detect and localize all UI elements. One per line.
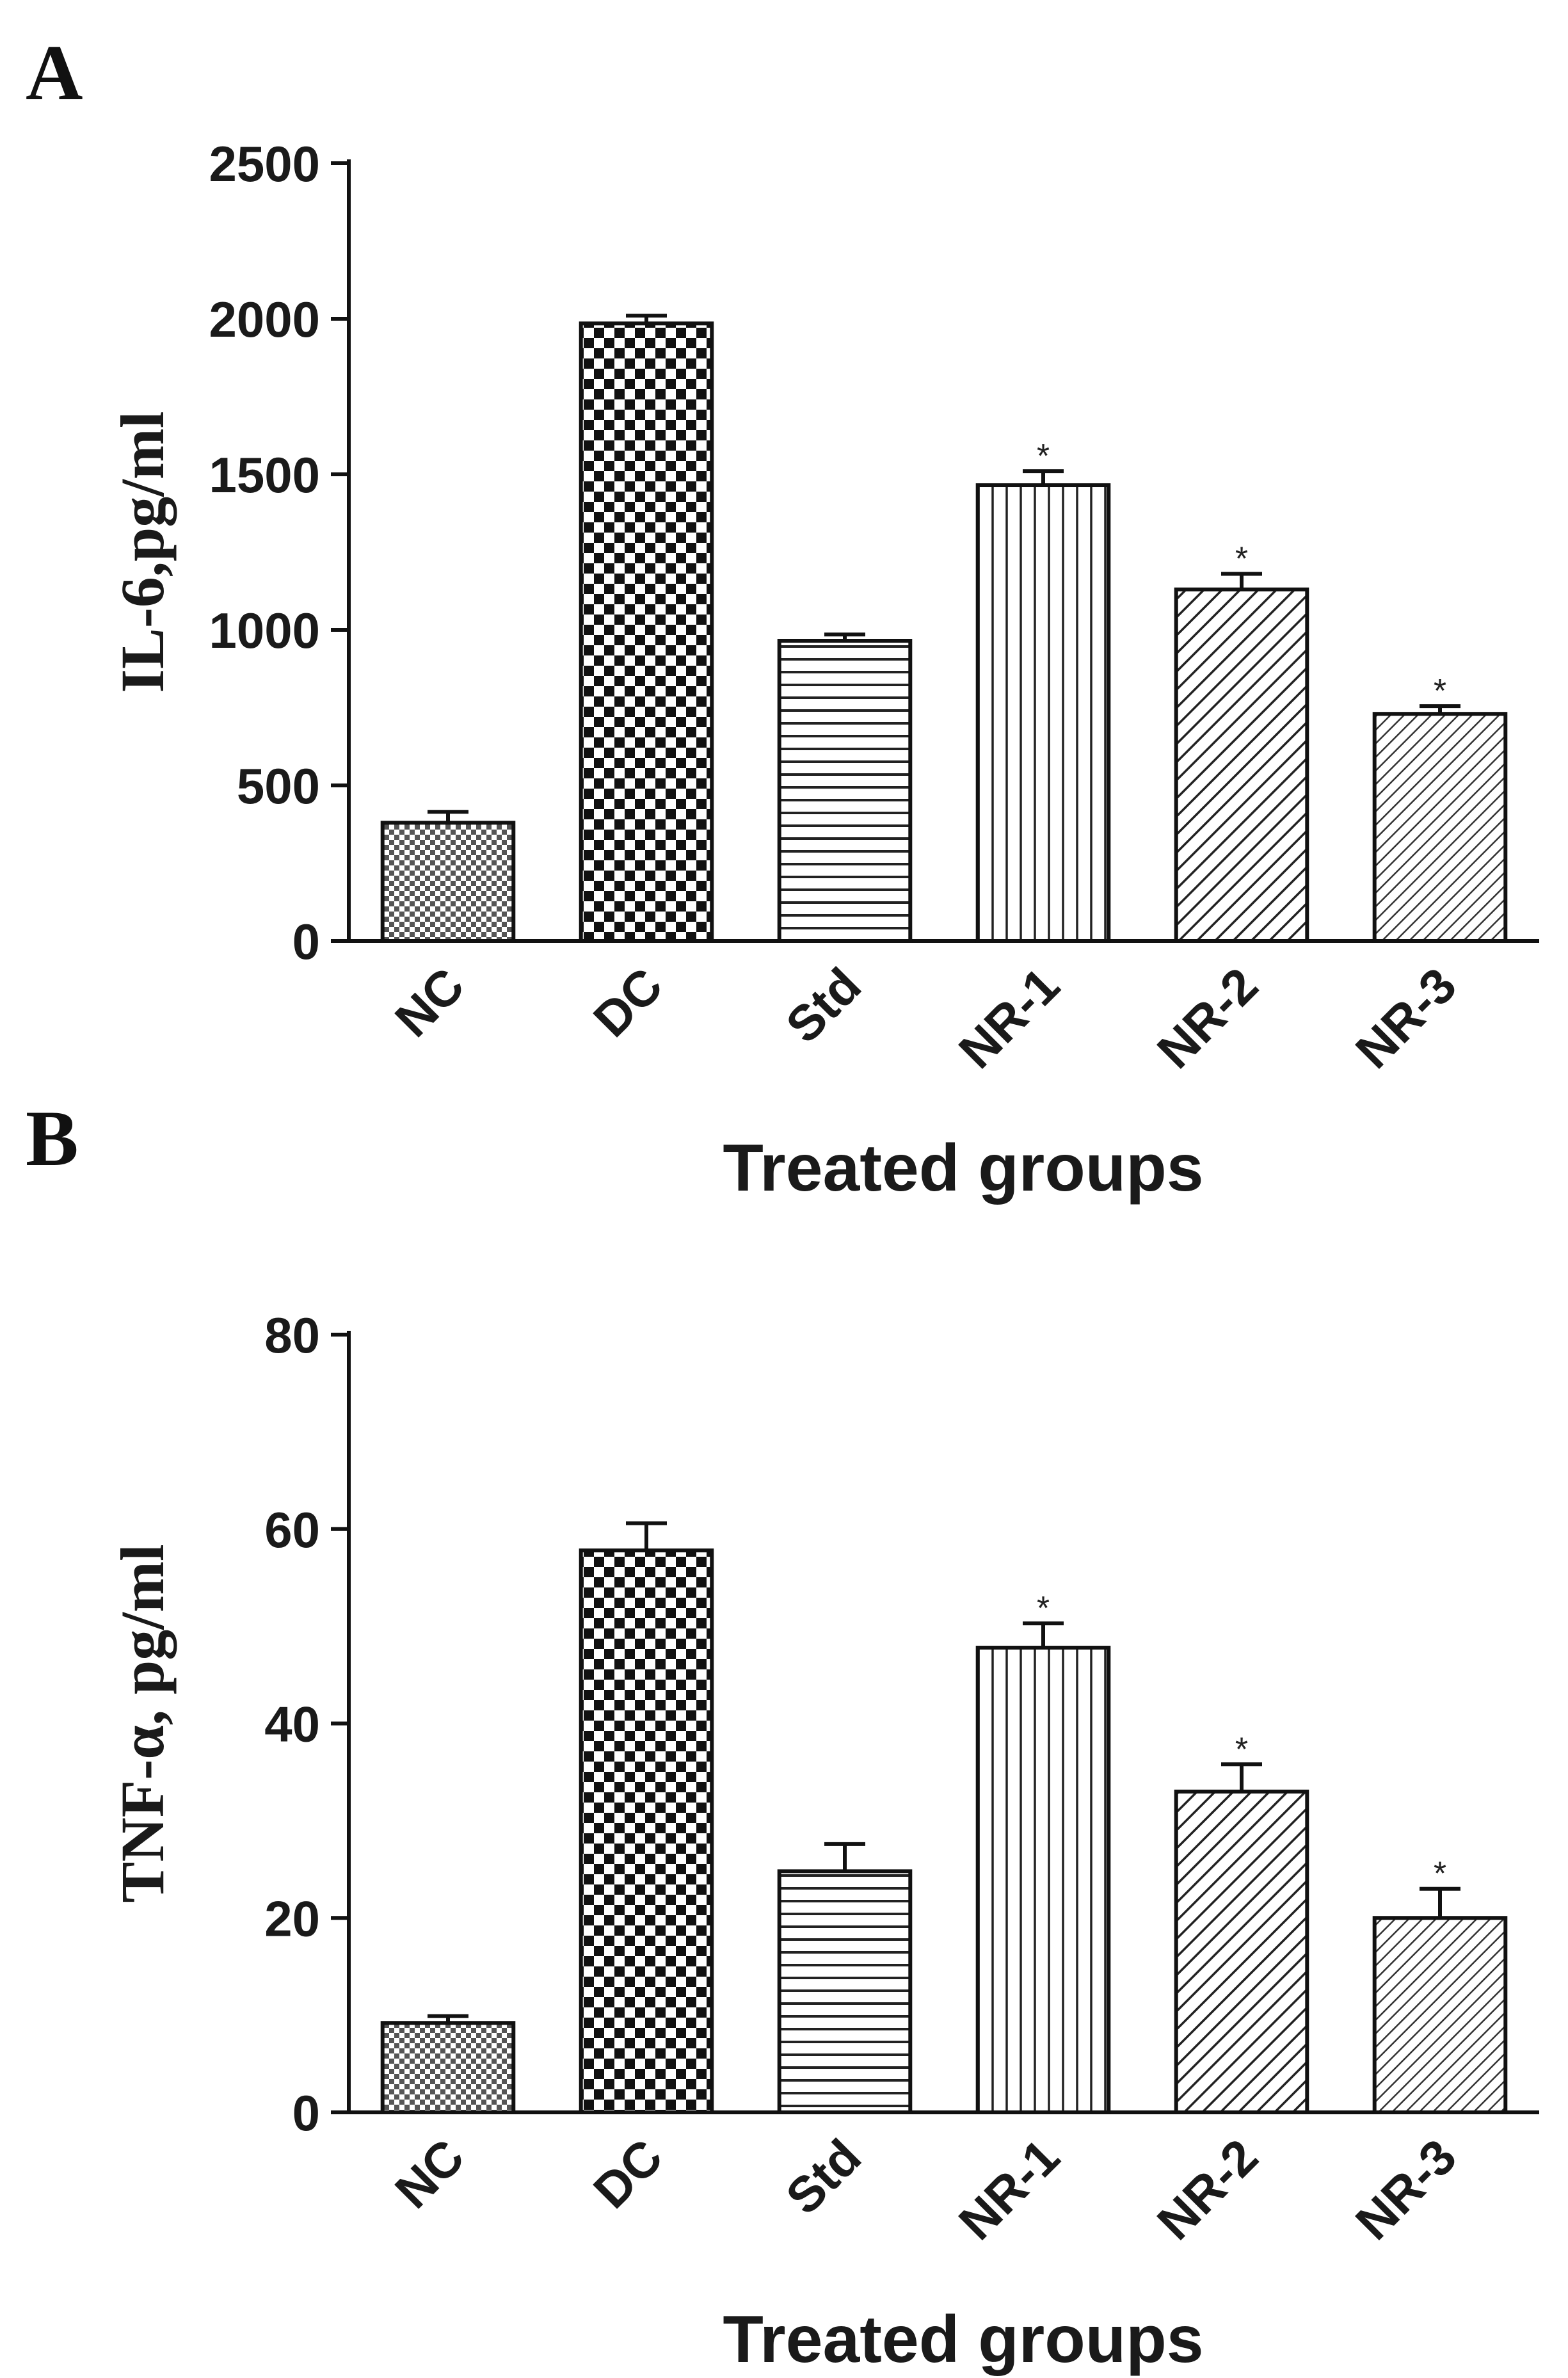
chart-0-x-axis-label: Treated groups [723, 1131, 1203, 1205]
chart-0-bar-nr-1 [975, 483, 1111, 943]
chart-0-ytick-label: 0 [292, 913, 320, 970]
chart-1-bar-nc [380, 2021, 516, 2114]
chart-1-ytick-label: 80 [264, 1307, 320, 1363]
chart-1-ytick-label: 0 [292, 2085, 320, 2141]
chart-1-y-axis-label: TNF-α, pg/ml [108, 1544, 177, 1902]
chart-0-category-label: DC [582, 957, 673, 1048]
chart-0-category-label: NR-1 [948, 957, 1070, 1079]
tnf-alpha-chart: 0 20 40 60 80 NC DC Std * NR-1 * NR-2 * NR-3 Treated g… [108, 1307, 1539, 2377]
chart-0-significance-marker: * [1037, 438, 1050, 475]
chart-1-significance-marker: * [1235, 1731, 1248, 1768]
chart-1-category-label: NR-3 [1345, 2128, 1467, 2251]
chart-1-bar-nr-3 [1372, 1916, 1508, 2114]
chart-0-bar-dc [579, 321, 714, 944]
chart-1-significance-marker: * [1037, 1590, 1050, 1627]
chart-1-bar-std [777, 1869, 913, 2115]
chart-1-category-label: NC [384, 2128, 475, 2219]
chart-0-significance-marker: * [1235, 541, 1248, 578]
chart-1-category-label: DC [582, 2128, 673, 2219]
chart-0-bar-nc [380, 821, 516, 943]
chart-1-x-axis-label: Treated groups [723, 2302, 1203, 2377]
chart-0-significance-marker: * [1434, 673, 1446, 710]
chart-1-bar-dc [579, 1548, 714, 2115]
il6-chart: 0 500 1000 1500 2000 2500 NC DC Std * NR-1 * NR-2 * NR… [108, 136, 1539, 1205]
panel-letter-b: B [26, 1095, 79, 1182]
chart-1-bar-nr-1 [975, 1646, 1111, 2115]
chart-1-ytick-label: 60 [264, 1502, 320, 1558]
chart-0-y-axis-label: IL-6,pg/ml [108, 411, 177, 693]
chart-0-ytick-label: 500 [237, 758, 320, 814]
chart-0-ytick-label: 1000 [209, 602, 320, 659]
chart-1-bar-nr-2 [1174, 1789, 1309, 2114]
chart-1-significance-marker: * [1434, 1856, 1446, 1893]
chart-0-bar-nr-2 [1174, 587, 1309, 943]
chart-1-ytick-label: 20 [264, 1890, 320, 1947]
chart-0-category-label: NR-2 [1146, 957, 1268, 1079]
chart-1-category-label: NR-1 [948, 2128, 1070, 2251]
panel-letter-a: A [26, 29, 83, 116]
chart-0-category-label: Std [775, 957, 872, 1054]
chart-0-bar-std [777, 639, 913, 943]
chart-0-category-label: NR-3 [1345, 957, 1467, 1079]
chart-0-ytick-label: 2000 [209, 291, 320, 348]
chart-0-ytick-label: 2500 [209, 136, 320, 192]
chart-0-ytick-label: 1500 [209, 447, 320, 503]
chart-0-category-label: NC [384, 957, 475, 1048]
chart-1-ytick-label: 40 [264, 1696, 320, 1753]
chart-0-bar-nr-3 [1372, 712, 1508, 943]
chart-1-category-label: NR-2 [1146, 2128, 1268, 2251]
chart-1-category-label: Std [775, 2128, 872, 2225]
